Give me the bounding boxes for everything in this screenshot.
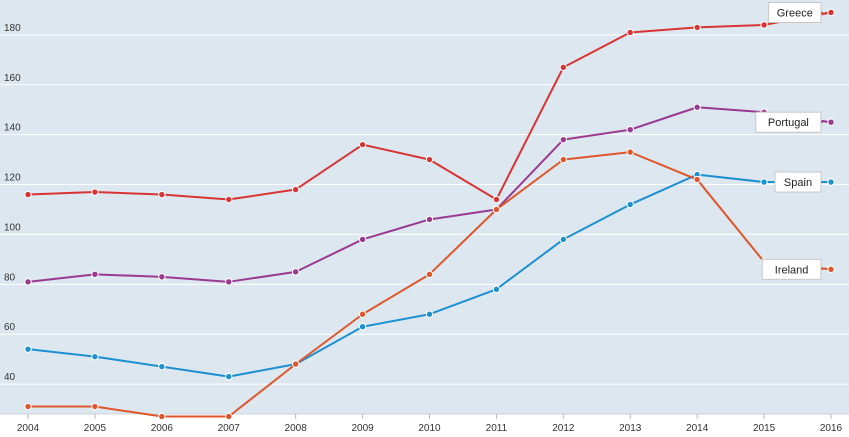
x-tick-label: 2013 <box>619 423 642 434</box>
data-point-ireland <box>559 155 568 164</box>
data-point-greece <box>24 190 32 199</box>
series-label-text: Portugal <box>768 117 809 129</box>
series-end-label-ireland: Ireland <box>761 258 835 280</box>
data-point-ireland <box>158 412 166 421</box>
data-point-ireland <box>693 175 701 184</box>
data-point-portugal <box>91 270 99 279</box>
y-tick-label: 40 <box>4 372 16 383</box>
x-tick-label: 2010 <box>418 423 441 434</box>
series-end-label-portugal: Portugal <box>755 111 835 133</box>
data-point-greece <box>760 21 768 29</box>
data-point-ireland <box>24 402 32 411</box>
data-point-greece <box>693 23 701 32</box>
plot-background <box>0 0 849 414</box>
data-point-spain <box>225 372 233 381</box>
data-point-ireland <box>425 270 434 279</box>
data-point-spain <box>559 235 568 244</box>
data-point-portugal <box>425 215 434 224</box>
y-tick-label: 180 <box>4 23 21 34</box>
y-tick-label: 80 <box>4 272 16 283</box>
series-end-label-spain: Spain <box>774 171 835 193</box>
data-point-portugal <box>24 278 32 286</box>
data-point-ireland <box>358 310 367 318</box>
x-tick-label: 2015 <box>753 423 776 434</box>
data-point-spain <box>158 362 166 371</box>
data-point-spain <box>492 285 501 294</box>
data-point-greece-end <box>827 8 835 17</box>
x-tick-label: 2012 <box>552 423 575 434</box>
x-tick-label: 2016 <box>820 423 843 434</box>
data-point-spain <box>626 200 634 209</box>
y-tick-label: 140 <box>4 123 21 134</box>
data-point-spain <box>24 345 32 353</box>
data-point-ireland <box>91 402 99 411</box>
data-point-portugal <box>291 268 300 276</box>
series-label-text: Spain <box>784 177 812 189</box>
data-point-ireland <box>225 412 233 421</box>
data-point-spain <box>91 352 99 361</box>
y-tick-label: 120 <box>4 173 21 184</box>
x-tick-label: 2011 <box>486 423 508 434</box>
data-point-ireland <box>291 360 300 368</box>
data-point-ireland <box>626 148 634 156</box>
data-point-spain <box>425 310 434 318</box>
x-tick-label: 2009 <box>351 423 374 434</box>
series-end-label-greece: Greece <box>768 1 835 23</box>
x-tick-label: 2008 <box>285 423 308 434</box>
data-point-greece <box>559 63 568 72</box>
data-point-portugal <box>626 125 634 134</box>
data-point-greece <box>225 195 233 204</box>
data-point-portugal <box>358 235 367 244</box>
data-point-portugal-end <box>827 118 835 126</box>
data-point-portugal <box>158 273 166 281</box>
data-point-greece <box>492 195 501 204</box>
data-point-greece <box>358 140 367 149</box>
y-tick-label: 100 <box>4 222 21 233</box>
data-point-ireland-end <box>827 265 835 274</box>
data-point-spain <box>358 323 367 331</box>
x-tick-label: 2005 <box>84 423 107 434</box>
y-gridlines <box>0 34 849 385</box>
data-point-greece <box>91 188 99 196</box>
x-tick-label: 2006 <box>151 423 174 434</box>
x-tick-label: 2004 <box>17 423 40 434</box>
data-point-portugal <box>225 278 233 286</box>
data-point-greece <box>158 190 166 199</box>
data-point-spain <box>760 178 768 186</box>
data-point-greece <box>291 185 300 194</box>
data-point-ireland <box>492 205 501 214</box>
y-tick-label: 60 <box>4 322 16 333</box>
data-point-portugal <box>693 103 701 111</box>
data-point-greece <box>626 28 634 37</box>
y-tick-label: 160 <box>4 73 21 84</box>
data-point-spain-end <box>827 178 835 186</box>
series-label-text: Greece <box>777 7 813 19</box>
series-label-text: Ireland <box>775 264 809 276</box>
data-point-portugal <box>559 135 568 144</box>
x-tick-label: 2007 <box>218 423 241 434</box>
x-tick-label: 2014 <box>686 423 709 434</box>
data-point-greece <box>425 155 434 164</box>
